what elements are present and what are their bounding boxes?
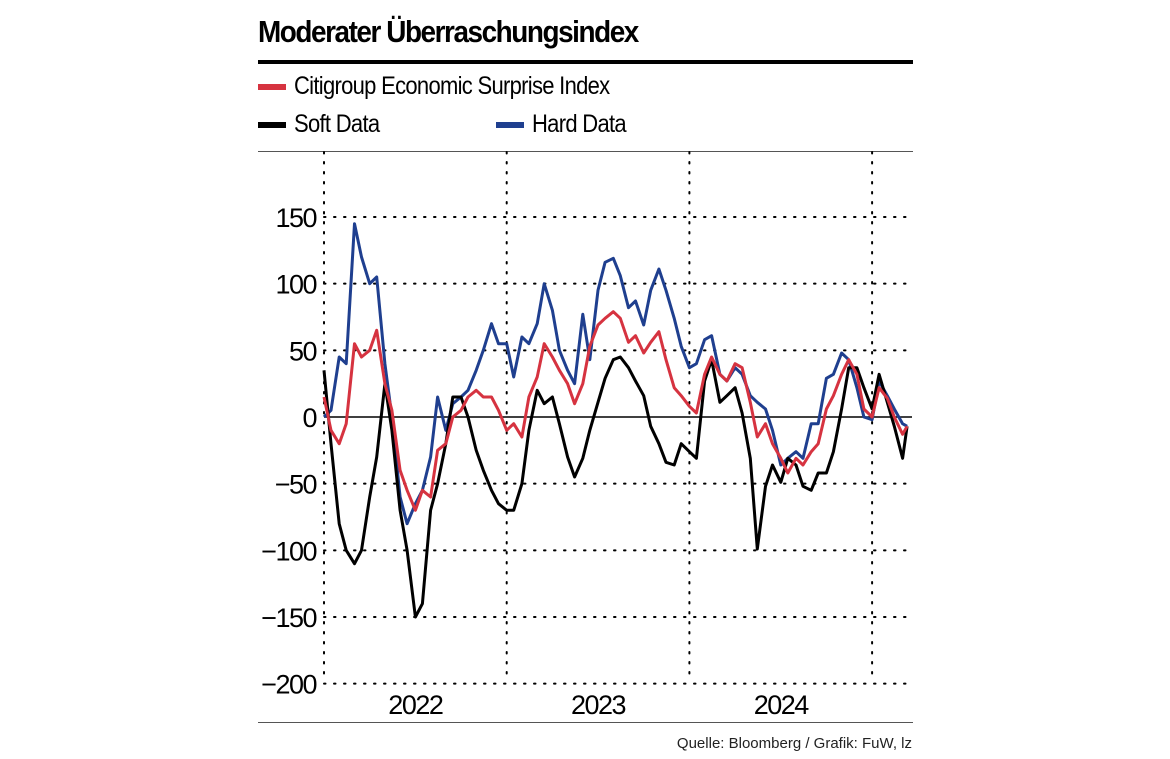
y-tick-label: 100 — [275, 270, 316, 300]
chart-title: Moderater Überraschungsindex — [258, 14, 639, 49]
y-tick-label: −50 — [275, 470, 317, 500]
y-tick-label: −150 — [261, 603, 316, 633]
legend-rule — [258, 151, 913, 152]
x-tick-label: 2023 — [571, 690, 626, 720]
legend-item-hard: Hard Data — [496, 110, 639, 139]
y-tick-label: 0 — [302, 403, 316, 433]
soft-data-line — [322, 355, 909, 619]
legend-label-soft: Soft Data — [294, 110, 380, 138]
title-rule — [258, 60, 913, 64]
footer-rule — [258, 722, 913, 723]
legend-swatch-citi — [258, 83, 286, 90]
citi-surprise-line — [322, 310, 909, 512]
legend-item-soft: Soft Data — [258, 110, 391, 139]
legend-item-citi: Citigroup Economic Surprise Index — [258, 72, 653, 101]
legend-label-hard: Hard Data — [532, 110, 627, 138]
x-tick-label: 2022 — [388, 690, 443, 720]
legend-swatch-hard — [496, 121, 524, 128]
legend-label-citi: Citigroup Economic Surprise Index — [294, 72, 610, 100]
x-tick-label: 2024 — [754, 690, 810, 720]
hard-data-line — [322, 222, 908, 526]
y-tick-label: 150 — [275, 203, 316, 233]
legend-swatch-soft — [258, 121, 286, 128]
y-tick-label: −200 — [261, 670, 316, 700]
y-tick-label: 50 — [289, 336, 317, 366]
y-tick-label: −100 — [261, 536, 316, 566]
source-note: Quelle: Bloomberg / Grafik: FuW, lz — [676, 735, 912, 752]
